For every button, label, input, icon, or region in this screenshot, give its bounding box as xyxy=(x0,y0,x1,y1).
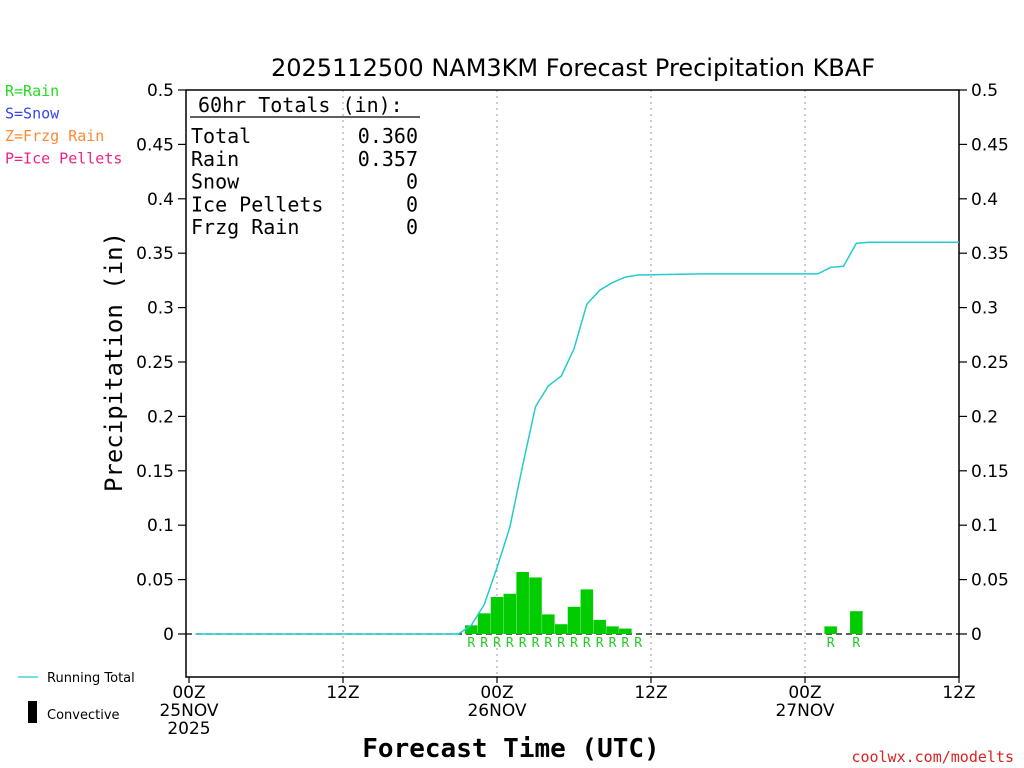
y-tick-label-left: 0.35 xyxy=(136,244,174,264)
type-legend-item: R=Rain xyxy=(5,82,59,100)
y-tick-label-right: 0.2 xyxy=(971,407,998,427)
precip-bar xyxy=(567,606,581,634)
precip-bar xyxy=(542,614,555,634)
totals-row-value: 0.357 xyxy=(358,147,418,171)
y-tick-label-left: 0.2 xyxy=(147,407,174,427)
y-tick-label-right: 0.15 xyxy=(971,462,1009,482)
x-tick-label: 27NOV xyxy=(775,701,834,721)
precip-bar xyxy=(619,628,632,634)
convective-legend-swatch xyxy=(28,701,37,723)
y-tick-label-right: 0.45 xyxy=(971,135,1009,155)
precip-bar xyxy=(606,626,619,634)
precip-type-label: R xyxy=(583,636,591,651)
precip-type-label: R xyxy=(519,636,527,651)
totals-box: 60hr Totals (in): Total 0.360 Rain 0.357 Sno… xyxy=(190,93,420,239)
precip-bar xyxy=(516,571,529,634)
precip-type-label: R xyxy=(621,636,629,651)
precip-type-label: R xyxy=(532,636,540,651)
y-axis-label: Precipitation (in) xyxy=(100,232,128,492)
y-tick-label-left: 0.5 xyxy=(147,81,174,101)
precip-bar xyxy=(580,589,594,634)
type-legend-item: Z=Frzg Rain xyxy=(5,127,104,145)
totals-row-label: Ice Pellets xyxy=(191,192,323,216)
totals-row-label: Total xyxy=(191,124,251,148)
x-tick-label: 25NOV xyxy=(159,701,218,721)
precip-bar xyxy=(529,577,542,634)
x-tick-label: 2025 xyxy=(167,719,210,739)
y-tick-label-right: 0.3 xyxy=(971,299,998,319)
precip-type-label: R xyxy=(544,636,552,651)
plot-frame xyxy=(185,89,960,678)
totals-row-value: 0 xyxy=(406,215,418,239)
precip-bar xyxy=(554,624,568,634)
x-tick-label: 00Z xyxy=(480,683,513,703)
y-tick-label-right: 0.5 xyxy=(971,81,998,101)
series-legend: Running Total Convective xyxy=(18,671,135,723)
y-axis-right: 0 0.05 0.1 0.15 0.2 0.25 0.3 0.35 0.4 0.45 0.5 xyxy=(959,81,1009,645)
x-tick-label: 26NOV xyxy=(467,701,526,721)
precip-type-label: R xyxy=(557,636,565,651)
x-tick-label: 00Z xyxy=(172,683,205,703)
precip-type-label: R xyxy=(467,636,475,651)
y-tick-label-right: 0.05 xyxy=(971,571,1009,591)
x-tick-label: 00Z xyxy=(788,683,821,703)
precip-bar xyxy=(477,613,491,634)
precip-bar xyxy=(490,597,504,634)
credit-text: coolwx.com/modelts xyxy=(851,748,1014,766)
precip-type-label: R xyxy=(570,636,578,651)
running-total-legend-label: Running Total xyxy=(47,671,135,686)
y-tick-label-right: 0.1 xyxy=(971,516,998,536)
precip-bar xyxy=(465,625,478,634)
type-legend-item: P=Ice Pellets xyxy=(5,150,122,168)
y-tick-label-left: 0.15 xyxy=(136,462,174,482)
precip-bar xyxy=(850,611,863,634)
y-tick-label-left: 0.3 xyxy=(147,299,174,319)
totals-row-label: Frzg Rain xyxy=(191,215,299,239)
y-tick-label-right: 0.4 xyxy=(971,190,998,210)
precip-bar xyxy=(824,626,837,634)
precip-bar xyxy=(593,619,606,634)
precip-type-label: R xyxy=(827,636,835,651)
y-tick-label-right: 0.35 xyxy=(971,244,1009,264)
precip-bar xyxy=(503,593,517,634)
precip-type-label: R xyxy=(852,636,860,651)
convective-legend-label: Convective xyxy=(47,708,120,723)
totals-row-label: Rain xyxy=(191,147,239,171)
gridlines xyxy=(342,90,806,677)
y-tick-label-left: 0.05 xyxy=(136,571,174,591)
hourly-precip-bars xyxy=(465,571,863,634)
chart-title: 2025112500 NAM3KM Forecast Precipitation… xyxy=(271,54,875,82)
y-tick-label-left: 0 xyxy=(163,625,174,645)
totals-row-value: 0.360 xyxy=(358,124,418,148)
y-tick-label-right: 0.25 xyxy=(971,353,1009,373)
x-tick-label: 12Z xyxy=(326,683,359,703)
x-tick-label: 12Z xyxy=(634,683,667,703)
y-tick-label-right: 0 xyxy=(971,625,982,645)
precip-type-label: R xyxy=(596,636,604,651)
y-tick-label-left: 0.4 xyxy=(147,190,174,210)
y-tick-label-left: 0.45 xyxy=(136,135,174,155)
y-tick-label-left: 0.1 xyxy=(147,516,174,536)
totals-row-value: 0 xyxy=(406,170,418,194)
precip-type-label: R xyxy=(609,636,617,651)
y-axis-left: 0 0.05 0.1 0.15 0.2 0.25 0.3 0.35 0.4 0.45 0.5 xyxy=(136,81,186,645)
type-legend-item: S=Snow xyxy=(5,105,60,123)
precip-type-label: R xyxy=(493,636,501,651)
x-tick-label: 12Z xyxy=(942,683,975,703)
precip-type-label: R xyxy=(480,636,488,651)
precip-type-label: R xyxy=(506,636,514,651)
totals-header: 60hr Totals (in): xyxy=(198,93,403,117)
totals-row-value: 0 xyxy=(406,192,418,216)
precip-type-label: R xyxy=(634,636,642,651)
y-tick-label-left: 0.25 xyxy=(136,353,174,373)
running-total-line xyxy=(195,241,959,635)
totals-row-label: Snow xyxy=(191,170,240,194)
precip-type-legend: R=Rain S=Snow Z=Frzg Rain P=Ice Pellets xyxy=(5,82,122,168)
x-axis-label: Forecast Time (UTC) xyxy=(362,734,659,764)
